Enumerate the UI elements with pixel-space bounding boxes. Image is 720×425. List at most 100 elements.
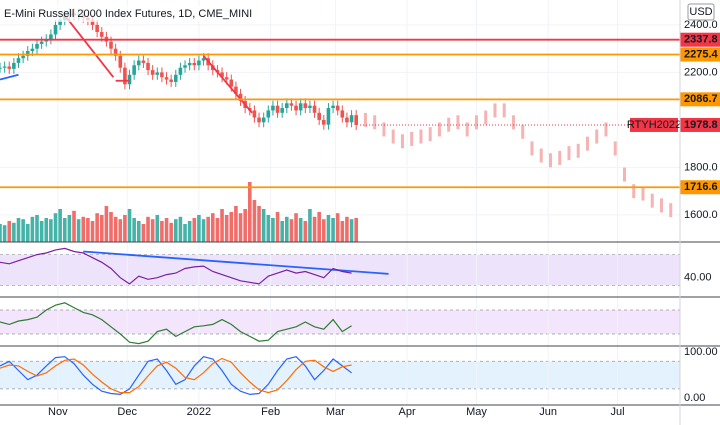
projection-bar	[447, 117, 451, 132]
candle-body	[25, 51, 30, 56]
candle-body	[354, 115, 358, 125]
volume-bar	[197, 215, 201, 242]
y-tick-label: 1800.0	[684, 161, 718, 173]
x-tick-label: May	[466, 406, 487, 418]
volume-bar	[349, 219, 354, 242]
x-tick-label: 2022	[187, 406, 211, 418]
price-label: 1978.8	[684, 119, 718, 131]
volume-bar	[178, 216, 183, 242]
volume-bar	[331, 218, 335, 242]
projection-bar	[632, 184, 636, 199]
volume-bar	[247, 182, 252, 242]
y-tick-label: 1600.0	[684, 209, 718, 221]
projection-bar	[373, 115, 377, 130]
volume-bar	[169, 222, 173, 242]
level-label: 2086.7	[684, 93, 718, 105]
candle-body	[49, 34, 53, 40]
currency-label: USD	[689, 6, 712, 18]
price-label-box	[680, 117, 720, 132]
volume-bar	[12, 222, 16, 242]
candle-body	[326, 108, 331, 125]
level-label-box	[680, 92, 720, 107]
projection-bar	[363, 112, 367, 127]
candle-body	[118, 55, 123, 68]
indicator-line	[0, 356, 352, 396]
x-tick-label: Jun	[539, 406, 557, 418]
level-label: 2275.4	[684, 48, 719, 60]
volume-bar	[266, 215, 271, 242]
candle-body	[21, 55, 25, 59]
volume-bar	[322, 219, 326, 242]
candle-body	[266, 110, 271, 118]
volume-bar	[0, 224, 2, 242]
projection-bar	[530, 141, 534, 156]
projection-bar	[641, 186, 645, 201]
candle-body	[308, 105, 312, 109]
currency-box	[687, 3, 715, 21]
volume-bar	[136, 221, 141, 242]
volume-bar	[44, 218, 49, 242]
volume-bar	[127, 209, 132, 242]
candle-body	[257, 117, 261, 123]
candle-body	[95, 24, 99, 33]
volume-bar	[118, 219, 123, 242]
level-label: 1716.6	[684, 181, 718, 193]
candle-body	[280, 108, 284, 113]
projection-bar	[669, 203, 673, 218]
volume-bar	[285, 216, 289, 242]
candle-body	[224, 77, 229, 80]
volume-bar	[25, 224, 30, 242]
projection-bar	[410, 131, 414, 146]
projection-bar	[456, 115, 460, 130]
candle-body	[294, 105, 298, 111]
candle-body	[123, 67, 127, 85]
x-tick-label: Mar	[326, 406, 345, 418]
volume-bar	[95, 213, 99, 242]
candle-body	[234, 86, 238, 94]
projection-bar	[484, 110, 488, 125]
volume-bar	[192, 218, 197, 242]
volume-bar	[183, 224, 187, 242]
projection-bar	[622, 167, 626, 182]
candle-body	[7, 66, 12, 69]
candle-body	[136, 60, 141, 66]
volume-bar	[275, 212, 280, 242]
volume-bar	[150, 219, 155, 242]
projection-bar	[502, 103, 506, 118]
projection-bar	[659, 198, 663, 213]
candle-body	[197, 60, 201, 66]
candle-body	[160, 72, 164, 78]
projection-bar	[585, 136, 589, 151]
y-tick-label: 2200.0	[684, 66, 718, 78]
volume-bar	[252, 200, 257, 242]
volume-bar	[187, 221, 192, 242]
volume-bar	[146, 216, 150, 242]
candle-body	[271, 105, 275, 111]
volume-bar	[62, 218, 67, 242]
volume-bar	[308, 209, 312, 242]
volume-bar	[317, 212, 321, 242]
x-tick-label: Apr	[399, 406, 416, 418]
candle-body	[298, 103, 303, 111]
projection-bar	[576, 143, 580, 158]
volume-bar	[173, 219, 178, 242]
volume-bar	[132, 218, 136, 242]
projection-bar	[474, 115, 478, 130]
candle-body	[312, 105, 317, 113]
candle-body	[331, 105, 335, 109]
volume-bar	[215, 218, 220, 242]
volume-bar	[206, 216, 210, 242]
volume-bar	[229, 212, 234, 242]
candle-body	[322, 119, 326, 125]
candle-body	[349, 115, 354, 123]
projection-bar	[428, 127, 432, 142]
candle-body	[317, 112, 321, 120]
projection-bar	[595, 129, 599, 144]
projection-bar	[567, 146, 571, 161]
x-tick-label: Feb	[261, 406, 280, 418]
y-tick-label: 2400.0	[684, 19, 718, 31]
candle-body	[252, 110, 257, 118]
candle-body	[261, 117, 266, 123]
series-label: RTYH2022	[627, 119, 681, 131]
volume-bar	[113, 216, 118, 242]
